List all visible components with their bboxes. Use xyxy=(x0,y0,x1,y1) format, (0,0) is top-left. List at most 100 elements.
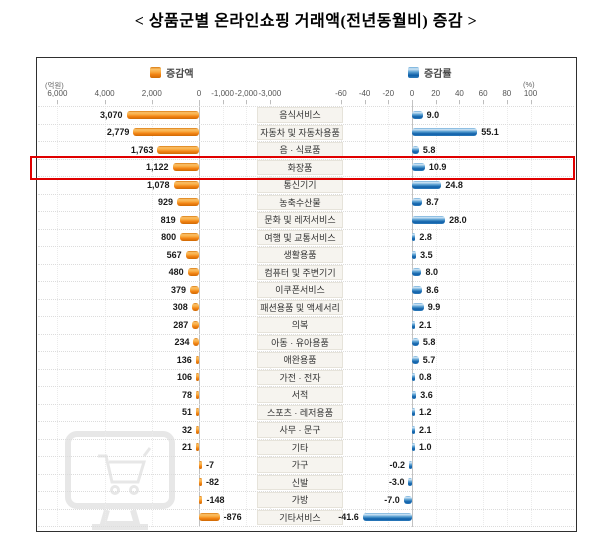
amount-bar xyxy=(190,285,199,294)
rate-bar xyxy=(412,443,415,452)
right-axis-tick: 80 xyxy=(502,89,512,98)
rate-value: -0.2 xyxy=(389,459,405,470)
rate-bar xyxy=(412,390,417,399)
gridline-h xyxy=(38,438,574,440)
right-axis-tickmark xyxy=(530,100,532,104)
left-axis-unit: (억원) xyxy=(45,81,64,90)
gridline-h xyxy=(38,263,574,265)
gridline-h xyxy=(38,281,574,282)
gridline-h xyxy=(38,368,574,370)
right-axis-tick: -60 xyxy=(335,89,347,98)
rate-value: 28.0 xyxy=(449,214,467,225)
category-label: 기타 xyxy=(257,439,343,455)
amount-bar xyxy=(196,373,199,382)
left-axis-tick: -3,000 xyxy=(258,89,282,98)
rate-value: -3.0 xyxy=(388,477,405,488)
gridline-h xyxy=(38,333,574,335)
category-label: 패션용품 및 액세서리 xyxy=(257,299,343,315)
right-axis-tickmark xyxy=(459,100,461,104)
right-gridline-v xyxy=(530,104,532,527)
category-label: 컴퓨터 및 주변기기 xyxy=(257,264,343,280)
right-gridline-v xyxy=(459,104,461,527)
gridline-h xyxy=(38,211,574,212)
rate-value: 5.8 xyxy=(422,337,436,348)
amount-legend-label: 증감액 xyxy=(166,69,194,80)
amount-bar xyxy=(196,443,199,452)
amount-value: 32 xyxy=(181,424,192,435)
right-axis-tickmark xyxy=(364,100,366,104)
left-gridline-v xyxy=(269,104,271,527)
rate-value: 55.1 xyxy=(481,127,499,138)
right-axis-tick: 60 xyxy=(478,89,488,98)
left-axis-tick: -2,000 xyxy=(234,89,258,98)
gridline-h xyxy=(38,228,574,230)
rate-value: 24.8 xyxy=(445,179,463,190)
gridline-h xyxy=(38,141,574,142)
amount-bar xyxy=(126,110,199,119)
amount-bar xyxy=(199,495,203,504)
amount-bar xyxy=(196,408,199,417)
amount-bar xyxy=(157,145,199,154)
amount-value: 1,763 xyxy=(130,144,154,155)
category-label: 사무 · 문구 xyxy=(257,422,343,438)
right-axis-tickmark xyxy=(435,100,437,104)
category-label: 농축수산물 xyxy=(257,194,343,210)
rate-value: -7.0 xyxy=(384,494,400,505)
page-title: < 상품군별 온라인쇼핑 거래액(전년동월비) 증감 > xyxy=(134,13,478,30)
category-label: 음식서비스 xyxy=(257,107,343,123)
gridline-h xyxy=(38,246,574,247)
amount-value: 567 xyxy=(166,249,182,260)
rate-value: 3.5 xyxy=(420,249,433,260)
left-gridline-v xyxy=(222,104,224,527)
right-axis-tickmark xyxy=(506,100,508,104)
rate-value: 2.8 xyxy=(419,232,432,243)
gridline-h xyxy=(38,351,574,352)
amount-value: 800 xyxy=(161,232,177,243)
right-axis-tickmark xyxy=(388,100,390,104)
rate-value: 1.2 xyxy=(419,407,432,418)
amount-bar xyxy=(187,268,199,277)
right-gridline-v xyxy=(340,104,342,527)
amount-value: 287 xyxy=(173,319,189,330)
category-label: 기타서비스 xyxy=(257,509,343,525)
amount-value: 2,779 xyxy=(106,127,130,138)
amount-bar xyxy=(173,180,199,189)
gridline-h xyxy=(38,316,574,317)
right-axis-tick: 20 xyxy=(431,89,441,98)
gridline-h xyxy=(38,106,574,107)
amount-bar xyxy=(199,460,202,469)
rate-value: 9.0 xyxy=(426,109,440,120)
rate-value: 2.1 xyxy=(419,319,432,330)
right-axis-tick: 100 xyxy=(523,89,538,98)
rate-bar xyxy=(412,303,424,312)
rate-value: 3.6 xyxy=(420,389,433,400)
gridline-h xyxy=(38,403,574,405)
rate-bar xyxy=(412,233,416,242)
right-gridline-v xyxy=(435,104,437,527)
rate-bar xyxy=(412,320,415,329)
amount-value: -82 xyxy=(206,477,220,488)
rate-bar xyxy=(412,180,442,189)
rate-value: 1.0 xyxy=(419,442,432,453)
gridline-h xyxy=(38,473,574,475)
amount-bar xyxy=(179,215,199,224)
rate-value: 5.7 xyxy=(422,354,436,365)
gridline-h xyxy=(38,456,574,457)
left-axis-tickmark xyxy=(151,100,153,104)
amount-value: 379 xyxy=(171,284,187,295)
right-axis-tickmark xyxy=(483,100,485,104)
amount-bar xyxy=(133,128,199,137)
amount-value: -876 xyxy=(223,512,242,523)
amount-value: 929 xyxy=(158,197,174,208)
left-gridline-v xyxy=(246,104,248,527)
right-axis-unit: (%) xyxy=(523,80,535,89)
rate-bar xyxy=(412,215,446,224)
rate-bar xyxy=(412,110,423,119)
amount-value: 1,078 xyxy=(147,179,170,190)
rate-bar xyxy=(412,373,415,382)
category-label: 신발 xyxy=(257,474,343,490)
rate-bar xyxy=(412,163,425,172)
amount-value: 78 xyxy=(181,389,192,400)
